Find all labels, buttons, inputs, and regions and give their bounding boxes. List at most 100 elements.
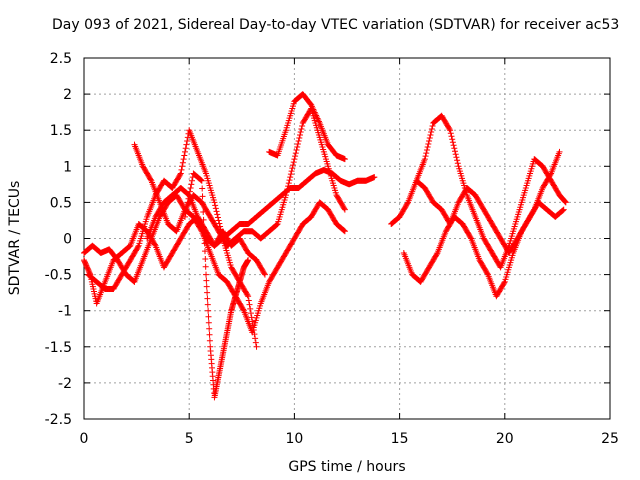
series-track-8 (388, 112, 569, 271)
data-point (428, 125, 435, 132)
data-point (253, 343, 260, 350)
data-point (211, 199, 218, 206)
data-point (547, 171, 554, 178)
y-tick-label: 1.5 (50, 123, 72, 139)
data-point (297, 129, 304, 136)
data-point (151, 241, 158, 248)
data-point (341, 206, 348, 213)
data-point (198, 177, 205, 184)
data-point (205, 313, 212, 320)
data-point (202, 263, 209, 270)
data-point (181, 148, 188, 155)
data-point (199, 193, 206, 200)
data-point (206, 325, 213, 332)
data-point (297, 132, 304, 139)
data-point (247, 310, 254, 317)
data-point (135, 243, 142, 250)
y-tick-label: 0.5 (50, 195, 72, 211)
plot-border (83, 57, 611, 420)
data-point (287, 174, 294, 181)
data-point (290, 159, 297, 166)
data-point (183, 206, 190, 213)
data-point (201, 248, 208, 255)
y-tick-label: 1 (63, 159, 72, 175)
data-point (240, 306, 247, 313)
series-track-9 (400, 199, 567, 300)
data-point (199, 201, 206, 208)
data-point (179, 163, 186, 170)
data-point (204, 289, 211, 296)
data-point (285, 180, 292, 187)
data-point (252, 335, 259, 342)
data-point (454, 160, 461, 167)
data-point (189, 177, 196, 184)
data-point (202, 255, 209, 262)
data-point (249, 318, 256, 325)
data-point (244, 292, 251, 299)
data-point (291, 156, 298, 163)
data-point (214, 211, 221, 218)
data-point (199, 185, 206, 192)
series-track-7 (144, 166, 378, 249)
x-tick-label: 0 (80, 431, 89, 447)
data-point (172, 227, 179, 234)
series-track-4 (131, 105, 348, 249)
x-axis-label: GPS time / hours (288, 459, 405, 475)
data-point (245, 297, 252, 304)
data-point (289, 162, 296, 169)
series-track-2 (81, 192, 348, 336)
data-point (371, 174, 378, 181)
data-point (206, 337, 213, 344)
data-point (273, 222, 280, 229)
data-point (449, 136, 456, 143)
data-point (451, 145, 458, 152)
data-point (198, 177, 205, 184)
data-point (452, 151, 459, 158)
data-point (200, 216, 207, 223)
data-point (423, 147, 430, 154)
y-tick-label: -2 (58, 376, 72, 392)
data-point (292, 150, 299, 157)
data-point (341, 156, 348, 163)
data-point (213, 208, 220, 215)
data-point (298, 125, 305, 132)
data-point (130, 278, 137, 285)
series-track-10 (413, 148, 563, 256)
data-point (423, 150, 430, 157)
data-point (178, 166, 185, 173)
data-point (294, 144, 301, 151)
data-point (250, 326, 257, 333)
data-point (247, 305, 254, 312)
data-point (424, 144, 431, 151)
data-point (197, 176, 204, 183)
data-point (341, 228, 348, 235)
data-point (426, 138, 433, 145)
data-point (429, 122, 436, 129)
data-point (404, 200, 411, 207)
x-tick-label: 5 (185, 431, 194, 447)
data-point (433, 251, 440, 258)
data-point (200, 209, 207, 216)
y-tick-label: -0.5 (45, 268, 72, 284)
data-point (204, 295, 211, 302)
data-point (183, 141, 190, 148)
x-tick-label: 25 (601, 431, 619, 447)
data-point (252, 339, 259, 346)
y-tick-label: 2.5 (50, 51, 72, 67)
data-point (261, 270, 268, 277)
data-point (286, 177, 293, 184)
data-point (246, 301, 253, 308)
data-point (467, 234, 474, 241)
data-point (484, 270, 491, 277)
data-point (559, 207, 566, 214)
data-point (501, 280, 508, 287)
x-tick-label: 10 (285, 431, 303, 447)
data-point (181, 213, 188, 220)
data-point (181, 152, 188, 159)
data-point (447, 130, 454, 137)
data-point (248, 314, 255, 321)
series-track-3 (85, 127, 260, 350)
data-point (216, 220, 223, 227)
data-point (452, 148, 459, 155)
series-track-6 (266, 91, 348, 163)
